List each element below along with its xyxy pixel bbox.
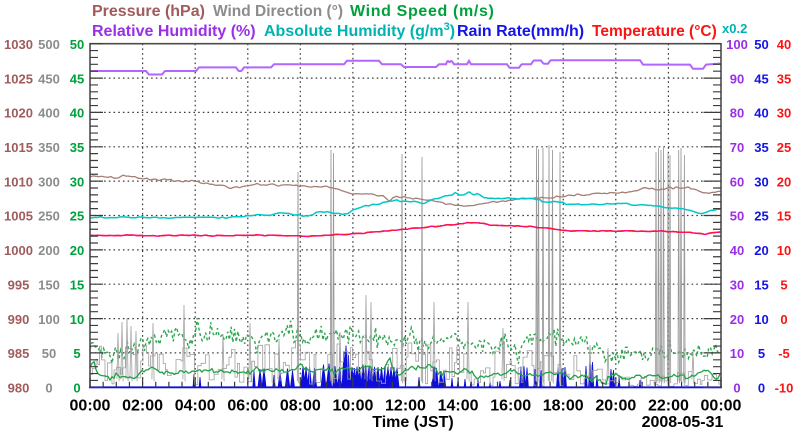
svg-text:Absolute Humidity (g/m3): Absolute Humidity (g/m3) xyxy=(264,21,455,40)
svg-text:0: 0 xyxy=(733,381,740,396)
svg-text:45: 45 xyxy=(754,71,768,86)
svg-text:0: 0 xyxy=(73,381,80,396)
svg-text:20: 20 xyxy=(777,174,791,189)
svg-text:14:00: 14:00 xyxy=(438,398,479,415)
svg-text:02:00: 02:00 xyxy=(122,398,163,415)
svg-text:10: 10 xyxy=(754,312,768,327)
svg-text:80: 80 xyxy=(730,106,744,121)
svg-text:1015: 1015 xyxy=(4,140,33,155)
svg-text:10: 10 xyxy=(777,243,791,258)
svg-text:70: 70 xyxy=(730,140,744,155)
svg-text:1025: 1025 xyxy=(4,71,33,86)
svg-text:Time (JST): Time (JST) xyxy=(372,414,454,431)
svg-text:1020: 1020 xyxy=(4,106,33,121)
svg-text:20: 20 xyxy=(754,243,768,258)
svg-text:50: 50 xyxy=(754,37,768,52)
svg-text:Rain Rate(mm/h): Rain Rate(mm/h) xyxy=(457,23,584,40)
svg-text:100: 100 xyxy=(38,312,60,327)
svg-text:45: 45 xyxy=(70,71,84,86)
svg-text:04:00: 04:00 xyxy=(175,398,216,415)
svg-text:25: 25 xyxy=(70,209,84,224)
svg-text:350: 350 xyxy=(38,140,60,155)
svg-text:20:00: 20:00 xyxy=(595,398,636,415)
svg-text:25: 25 xyxy=(777,140,791,155)
svg-text:980: 980 xyxy=(8,381,30,396)
svg-text:0: 0 xyxy=(780,312,787,327)
svg-text:35: 35 xyxy=(777,71,791,86)
svg-text:Wind Direction (°): Wind Direction (°) xyxy=(213,3,343,20)
svg-text:40: 40 xyxy=(730,243,744,258)
svg-text:20: 20 xyxy=(70,243,84,258)
svg-text:22:00: 22:00 xyxy=(648,398,689,415)
svg-text:15: 15 xyxy=(70,277,84,292)
svg-text:250: 250 xyxy=(38,209,60,224)
svg-text:30: 30 xyxy=(730,277,744,292)
svg-text:-5: -5 xyxy=(778,346,790,361)
svg-text:990: 990 xyxy=(8,312,30,327)
svg-text:40: 40 xyxy=(754,106,768,121)
svg-text:5: 5 xyxy=(780,277,787,292)
svg-text:40: 40 xyxy=(777,37,791,52)
svg-text:18:00: 18:00 xyxy=(543,398,584,415)
svg-text:2008-05-31: 2008-05-31 xyxy=(642,414,724,431)
svg-text:15: 15 xyxy=(777,209,791,224)
svg-text:-10: -10 xyxy=(775,381,794,396)
svg-text:60: 60 xyxy=(730,174,744,189)
svg-text:0: 0 xyxy=(45,381,52,396)
svg-text:20: 20 xyxy=(730,312,744,327)
svg-text:30: 30 xyxy=(70,174,84,189)
svg-text:500: 500 xyxy=(38,37,60,52)
svg-text:0: 0 xyxy=(758,381,765,396)
svg-text:16:00: 16:00 xyxy=(490,398,531,415)
svg-text:1005: 1005 xyxy=(4,209,33,224)
svg-text:15: 15 xyxy=(754,277,768,292)
svg-text:995: 995 xyxy=(8,277,30,292)
svg-text:06:00: 06:00 xyxy=(227,398,268,415)
svg-text:150: 150 xyxy=(38,277,60,292)
svg-text:10:00: 10:00 xyxy=(332,398,373,415)
svg-text:10: 10 xyxy=(70,312,84,327)
svg-text:100: 100 xyxy=(726,37,748,52)
svg-text:00:00: 00:00 xyxy=(70,398,111,415)
svg-text:400: 400 xyxy=(38,106,60,121)
svg-text:1000: 1000 xyxy=(4,243,33,258)
svg-text:25: 25 xyxy=(754,209,768,224)
svg-text:30: 30 xyxy=(754,174,768,189)
svg-text:Temperature (°C): Temperature (°C) xyxy=(592,23,717,40)
svg-text:90: 90 xyxy=(730,71,744,86)
svg-text:5: 5 xyxy=(758,346,765,361)
svg-text:450: 450 xyxy=(38,71,60,86)
svg-text:5: 5 xyxy=(73,346,80,361)
svg-text:50: 50 xyxy=(70,37,84,52)
svg-text:00:00: 00:00 xyxy=(701,398,742,415)
svg-text:1030: 1030 xyxy=(4,37,33,52)
svg-text:1010: 1010 xyxy=(4,174,33,189)
svg-text:985: 985 xyxy=(8,346,30,361)
svg-text:50: 50 xyxy=(730,209,744,224)
svg-text:200: 200 xyxy=(38,243,60,258)
svg-text:12:00: 12:00 xyxy=(385,398,426,415)
svg-text:300: 300 xyxy=(38,174,60,189)
svg-text:30: 30 xyxy=(777,106,791,121)
svg-text:35: 35 xyxy=(754,140,768,155)
svg-text:Wind Speed (m/s): Wind Speed (m/s) xyxy=(350,3,495,20)
svg-text:40: 40 xyxy=(70,106,84,121)
svg-text:x0.2: x0.2 xyxy=(722,21,747,36)
svg-text:50: 50 xyxy=(42,346,56,361)
svg-text:Relative Humidity (%): Relative Humidity (%) xyxy=(92,23,256,40)
svg-text:08:00: 08:00 xyxy=(280,398,321,415)
svg-text:35: 35 xyxy=(70,140,84,155)
svg-text:Pressure (hPa): Pressure (hPa) xyxy=(92,3,205,20)
svg-text:10: 10 xyxy=(730,346,744,361)
